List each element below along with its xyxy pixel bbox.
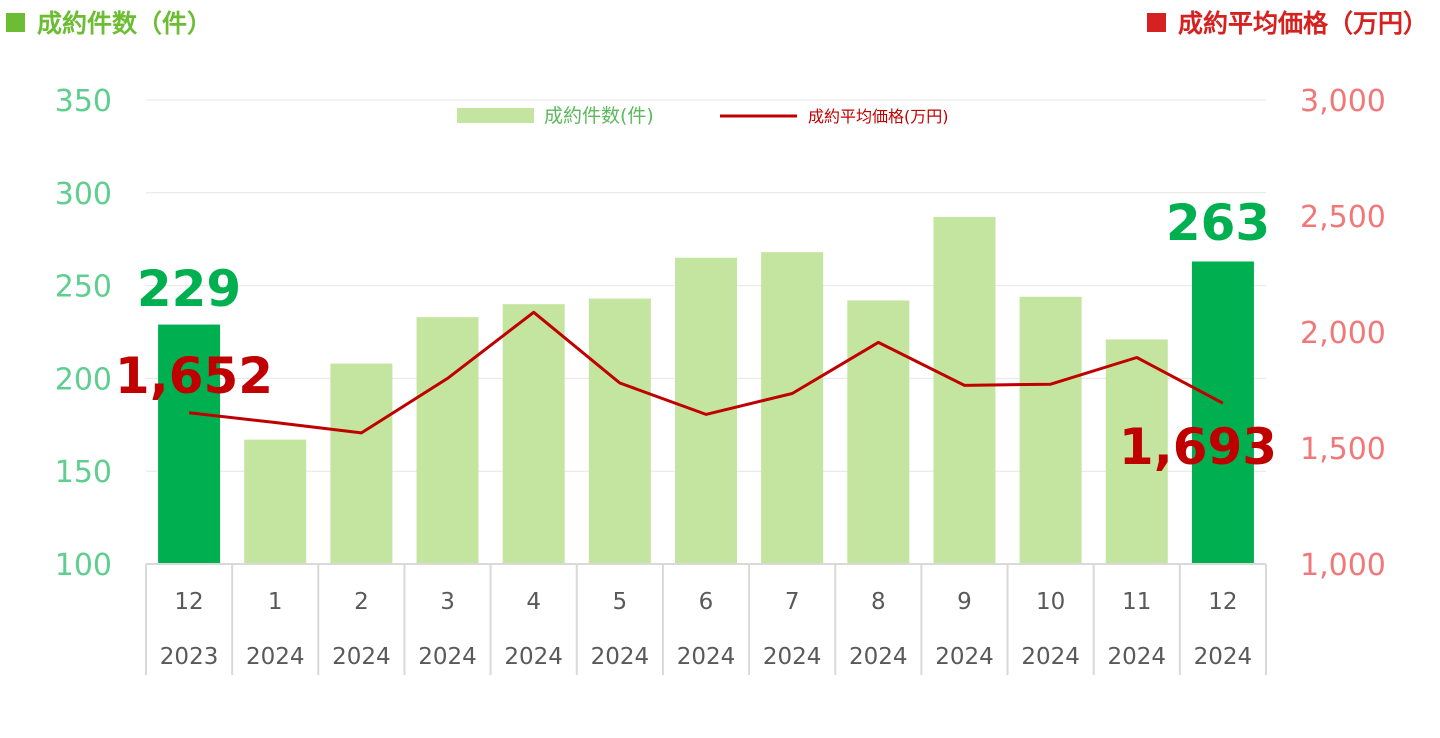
bar — [761, 252, 824, 564]
bar — [675, 257, 737, 564]
x-tick-year: 2024 — [763, 644, 822, 670]
x-tick-year: 2024 — [332, 644, 391, 670]
category-table: 12 2023 1 2024 2 2024 3 2024 4 2024 5 2024 6 2024 7 202… — [145, 563, 1267, 675]
bar — [847, 300, 910, 564]
x-tick-year: 2024 — [591, 644, 650, 670]
x-tick-year: 2024 — [935, 644, 994, 670]
right-axis-tick-label: 2,000 — [1300, 316, 1386, 351]
x-tick-month: 7 — [785, 589, 800, 615]
left-axis-tick-label: 300 — [55, 177, 112, 212]
x-tick-year: 2024 — [1107, 644, 1166, 670]
bar-series — [158, 216, 1254, 565]
green-square-icon — [6, 12, 25, 32]
bar — [330, 363, 393, 564]
x-tick-month: 10 — [1036, 589, 1065, 615]
bar — [933, 216, 996, 565]
bar — [1105, 339, 1168, 564]
x-tick-year: 2024 — [418, 644, 477, 670]
left-axis-tick-label: 200 — [55, 362, 112, 397]
x-tick-month: 12 — [1208, 589, 1237, 615]
right-axis-ticks: 3,000 2,500 2,000 1,500 1,000 — [1300, 84, 1386, 583]
x-tick-month: 3 — [440, 589, 455, 615]
x-tick-month: 6 — [699, 589, 714, 615]
bar — [244, 439, 307, 564]
annotation-first-price: 1,652 — [115, 347, 273, 405]
bar — [588, 298, 651, 564]
x-tick-month: 8 — [871, 589, 886, 615]
bar — [502, 304, 565, 564]
x-tick-year: 2024 — [1194, 644, 1253, 670]
x-tick-year: 2024 — [246, 644, 305, 670]
right-axis-tick-label: 1,500 — [1300, 432, 1386, 467]
legend: 成約件数(件) 成約平均価格(万円) — [457, 105, 949, 127]
line-series — [188, 310, 1224, 435]
legend-bar-label: 成約件数(件) — [544, 105, 654, 127]
annotation-last-price: 1,693 — [1119, 418, 1277, 476]
x-tick-year: 2024 — [677, 644, 736, 670]
x-tick-year: 2023 — [160, 644, 219, 670]
bar — [1191, 261, 1254, 564]
bar — [416, 317, 479, 564]
left-axis-header: 成約件数（件） — [6, 4, 212, 40]
right-axis-tick-label: 2,500 — [1300, 200, 1386, 235]
x-tick-year: 2024 — [1021, 644, 1080, 670]
bar — [1019, 296, 1082, 564]
x-tick-month: 5 — [613, 589, 628, 615]
right-axis-tick-label: 1,000 — [1300, 548, 1386, 583]
legend-line-label: 成約平均価格(万円) — [808, 107, 949, 126]
left-axis-tick-label: 350 — [55, 84, 112, 119]
x-tick-year: 2024 — [504, 644, 563, 670]
left-axis-ticks: 350 300 250 200 150 100 — [55, 84, 112, 583]
price-line — [188, 310, 1224, 435]
x-tick-month: 11 — [1122, 589, 1151, 615]
annotation-first-count: 229 — [137, 260, 241, 318]
right-axis-header: 成約平均価格（万円） — [1146, 4, 1428, 40]
legend-bar-swatch — [457, 108, 534, 123]
bar — [158, 324, 221, 564]
x-tick-year: 2024 — [849, 644, 908, 670]
right-axis-tick-label: 3,000 — [1300, 84, 1386, 119]
red-square-icon — [1146, 12, 1166, 32]
left-axis-title: 成約件数（件） — [37, 9, 213, 38]
left-axis-tick-label: 250 — [55, 270, 112, 305]
x-tick-month: 4 — [526, 589, 541, 615]
annotation-last-count: 263 — [1166, 194, 1270, 252]
x-tick-month: 1 — [268, 589, 283, 615]
left-axis-tick-label: 150 — [55, 455, 112, 490]
x-tick-month: 9 — [957, 589, 972, 615]
x-tick-month: 2 — [354, 589, 369, 615]
annotations: 229 263 1,652 1,693 — [115, 194, 1277, 476]
left-axis-tick-label: 100 — [55, 548, 112, 583]
right-axis-title: 成約平均価格（万円） — [1177, 9, 1428, 38]
x-tick-month: 12 — [174, 589, 203, 615]
